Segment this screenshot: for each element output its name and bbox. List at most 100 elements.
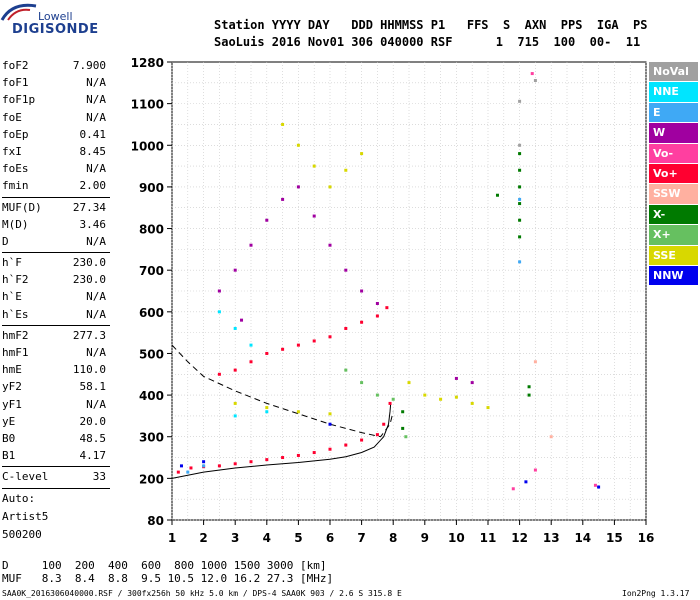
x-tick-label: 7 <box>357 531 365 545</box>
echo-point-vo <box>388 401 392 405</box>
logo-lowell: Lowell <box>38 10 73 23</box>
x-tick-label: 12 <box>511 531 528 545</box>
param-value: N/A <box>86 346 106 359</box>
param-name: h`F <box>2 256 22 270</box>
echo-point-sse <box>281 122 285 126</box>
echo-point-x <box>527 385 531 389</box>
param-row: h`E N/A <box>2 289 110 306</box>
echo-point-w <box>233 268 237 272</box>
param-name: D <box>2 234 9 248</box>
x-tick-label: 13 <box>543 531 560 545</box>
echo-point-nne <box>265 410 269 414</box>
param-name: hmF1 <box>2 346 29 359</box>
legend-item: W <box>649 123 698 144</box>
y-tick-label: 600 <box>139 306 164 320</box>
echo-point-vo <box>265 458 269 462</box>
param-value: N/A <box>86 93 106 107</box>
echo-point-vo <box>385 306 389 310</box>
echo-point-x <box>391 397 395 401</box>
echo-point-vo <box>382 422 386 426</box>
echo-point-w <box>240 318 244 322</box>
param-separator <box>2 252 110 254</box>
file-info: SAA0K_2016306040000.RSF / 300fx256h 50 k… <box>2 589 402 598</box>
echo-point-e <box>186 470 190 474</box>
echo-point-sse <box>265 406 269 410</box>
param-row: foF2 7.900 <box>2 58 110 75</box>
software-version: Ion2Png 1.3.17 <box>622 589 690 598</box>
echo-point-w <box>344 268 348 272</box>
echo-point-nne <box>233 414 237 418</box>
param-name: MUF(D) <box>2 200 42 214</box>
echo-point-x <box>527 393 531 397</box>
echo-point-vo <box>328 335 332 339</box>
param-value: 58.1 <box>79 380 107 394</box>
param-row: yE 20.0 <box>2 414 110 431</box>
param-row: hmF2 277.3 <box>2 328 110 345</box>
trace-line-profile-solid <box>171 403 392 479</box>
legend-item: NoVal <box>649 62 698 83</box>
param-name: foF2 <box>2 59 29 72</box>
echo-point-vo <box>296 343 300 347</box>
echo-point-vo <box>533 468 537 472</box>
legend-item: NNE <box>649 82 698 103</box>
param-row: h`F 230.0 <box>2 255 110 272</box>
x-tick-label: 5 <box>294 531 302 545</box>
auto-label: Auto: <box>2 491 36 505</box>
x-tick-label: 3 <box>231 531 239 545</box>
echo-point-vo <box>312 339 316 343</box>
echo-point-w <box>328 243 332 247</box>
echo-point-w <box>312 214 316 218</box>
y-tick-label: 1100 <box>131 98 164 112</box>
echo-point-sse <box>486 406 490 410</box>
echo-point-noval <box>518 99 522 103</box>
legend-item: SSE <box>649 245 698 266</box>
echo-point-vo <box>511 487 515 491</box>
param-name: B0 <box>2 431 16 445</box>
param-separator <box>2 196 110 198</box>
param-row: foEs N/A <box>2 161 110 178</box>
echo-point-x <box>518 185 522 189</box>
param-value: 8.45 <box>79 144 107 158</box>
echo-point-x <box>401 410 405 414</box>
echo-point-nnw <box>202 460 206 464</box>
echo-point-noval <box>533 79 537 83</box>
param-row: B0 48.5 <box>2 431 110 448</box>
y-tick-label: 500 <box>139 347 164 361</box>
param-name: foF1p <box>2 93 36 107</box>
param-value: N/A <box>86 76 106 90</box>
echo-point-vo <box>360 438 364 442</box>
echo-point-ssw <box>533 360 537 364</box>
param-name: foEp <box>2 127 29 141</box>
echo-point-sse <box>423 393 427 397</box>
y-tick-label: 300 <box>139 431 164 445</box>
y-tick-label: 80 <box>147 514 164 528</box>
echo-point-vo <box>176 470 180 474</box>
echo-point-w <box>470 381 474 385</box>
param-value: 33 <box>92 470 106 484</box>
x-tick-label: 1 <box>168 531 176 545</box>
artist-version: 500200 <box>2 527 42 541</box>
param-value: N/A <box>86 162 106 176</box>
echo-point-sse <box>454 395 458 399</box>
legend-item: NNW <box>649 265 698 287</box>
param-value: 7.900 <box>72 59 106 72</box>
param-row: foEp 0.41 <box>2 127 110 144</box>
echo-point-nnw <box>597 485 601 489</box>
param-row: MUF(D) 27.34 <box>2 200 110 217</box>
echo-point-x <box>401 426 405 430</box>
param-value: N/A <box>86 110 106 124</box>
param-value: 4.17 <box>79 449 107 463</box>
digisonde-logo-swoosh <box>0 3 37 21</box>
echo-point-e <box>202 464 206 468</box>
echo-point-vo <box>375 433 379 437</box>
echo-point-vo <box>189 466 193 470</box>
param-row: h`Es N/A <box>2 307 110 324</box>
echo-point-w <box>296 185 300 189</box>
echo-point-nne <box>249 343 253 347</box>
param-value: N/A <box>86 307 106 321</box>
param-row: hmF1 N/A <box>2 345 110 362</box>
param-name: foEs <box>2 162 29 176</box>
x-tick-label: 11 <box>480 531 497 545</box>
y-tick-label: 200 <box>139 472 164 486</box>
logo-digisonde: DIGISONDE <box>12 22 99 37</box>
